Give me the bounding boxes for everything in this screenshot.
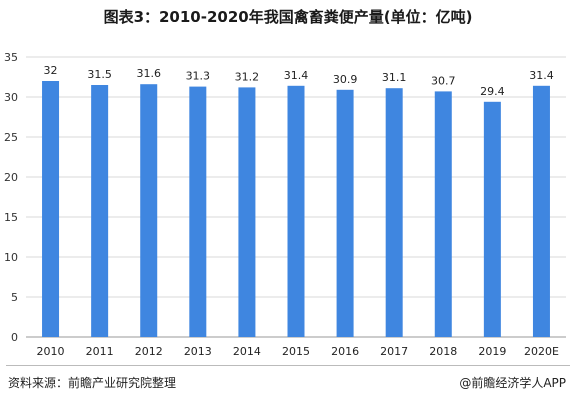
bar bbox=[42, 81, 60, 337]
x-tick-label: 2012 bbox=[135, 345, 163, 358]
y-tick-label: 30 bbox=[4, 91, 18, 104]
bar bbox=[140, 84, 158, 337]
source-note: 资料来源：前瞻产业研究院整理 bbox=[8, 376, 177, 390]
footer-divider bbox=[6, 365, 570, 366]
y-axis-ticks: 0 5 10 15 20 25 30 35 bbox=[4, 51, 18, 344]
y-tick-label: 25 bbox=[4, 131, 18, 144]
bar bbox=[189, 86, 207, 337]
x-tick-label: 2013 bbox=[184, 345, 212, 358]
data-label: 30.9 bbox=[333, 73, 358, 86]
x-tick-label: 2020E bbox=[524, 345, 559, 358]
data-label: 32 bbox=[44, 64, 58, 77]
bar bbox=[532, 85, 550, 337]
x-tick-label: 2014 bbox=[233, 345, 261, 358]
data-labels: 32 31.5 31.6 31.3 31.2 31.4 30.9 31.1 30.7 29.4 31… bbox=[44, 64, 554, 98]
y-tick-label: 20 bbox=[4, 171, 18, 184]
x-tick-label: 2018 bbox=[429, 345, 457, 358]
data-label: 31.4 bbox=[529, 69, 554, 82]
bar bbox=[385, 88, 403, 337]
data-label: 30.7 bbox=[431, 74, 456, 87]
y-tick-label: 35 bbox=[4, 51, 18, 64]
data-label: 31.5 bbox=[87, 68, 112, 81]
data-label: 31.6 bbox=[136, 67, 161, 80]
x-tick-label: 2015 bbox=[282, 345, 310, 358]
bar bbox=[287, 85, 305, 337]
x-tick-label: 2016 bbox=[331, 345, 359, 358]
chart-title: 图表3：2010-2020年我国禽畜粪便产量(单位：亿吨) bbox=[103, 8, 473, 26]
brand-credit: @前瞻经济学人APP bbox=[459, 376, 566, 390]
bar bbox=[91, 85, 109, 337]
bar bbox=[238, 87, 256, 338]
x-tick-label: 2010 bbox=[37, 345, 65, 358]
x-tick-label: 2017 bbox=[380, 345, 408, 358]
bar bbox=[483, 101, 501, 337]
x-axis-ticks: 2010 2011 2012 2013 2014 2015 2016 2017 2018 2019… bbox=[37, 345, 559, 358]
data-label: 31.1 bbox=[382, 71, 407, 84]
bars bbox=[42, 81, 550, 338]
data-label: 31.3 bbox=[186, 70, 211, 83]
bar bbox=[434, 91, 452, 338]
footer: 资料来源：前瞻产业研究院整理 @前瞻经济学人APP bbox=[0, 362, 576, 403]
data-label: 29.4 bbox=[480, 85, 505, 98]
data-label: 31.4 bbox=[284, 69, 309, 82]
bar-chart: 0 5 10 15 20 25 30 35 32 31.5 31.6 31.3 31.2 31.4 30.… bbox=[4, 51, 566, 358]
data-label: 31.2 bbox=[235, 70, 260, 83]
y-tick-label: 10 bbox=[4, 251, 18, 264]
y-tick-label: 0 bbox=[11, 331, 18, 344]
y-tick-label: 15 bbox=[4, 211, 18, 224]
x-tick-label: 2011 bbox=[86, 345, 114, 358]
y-tick-label: 5 bbox=[11, 291, 18, 304]
x-tick-label: 2019 bbox=[478, 345, 506, 358]
bar bbox=[336, 89, 354, 337]
